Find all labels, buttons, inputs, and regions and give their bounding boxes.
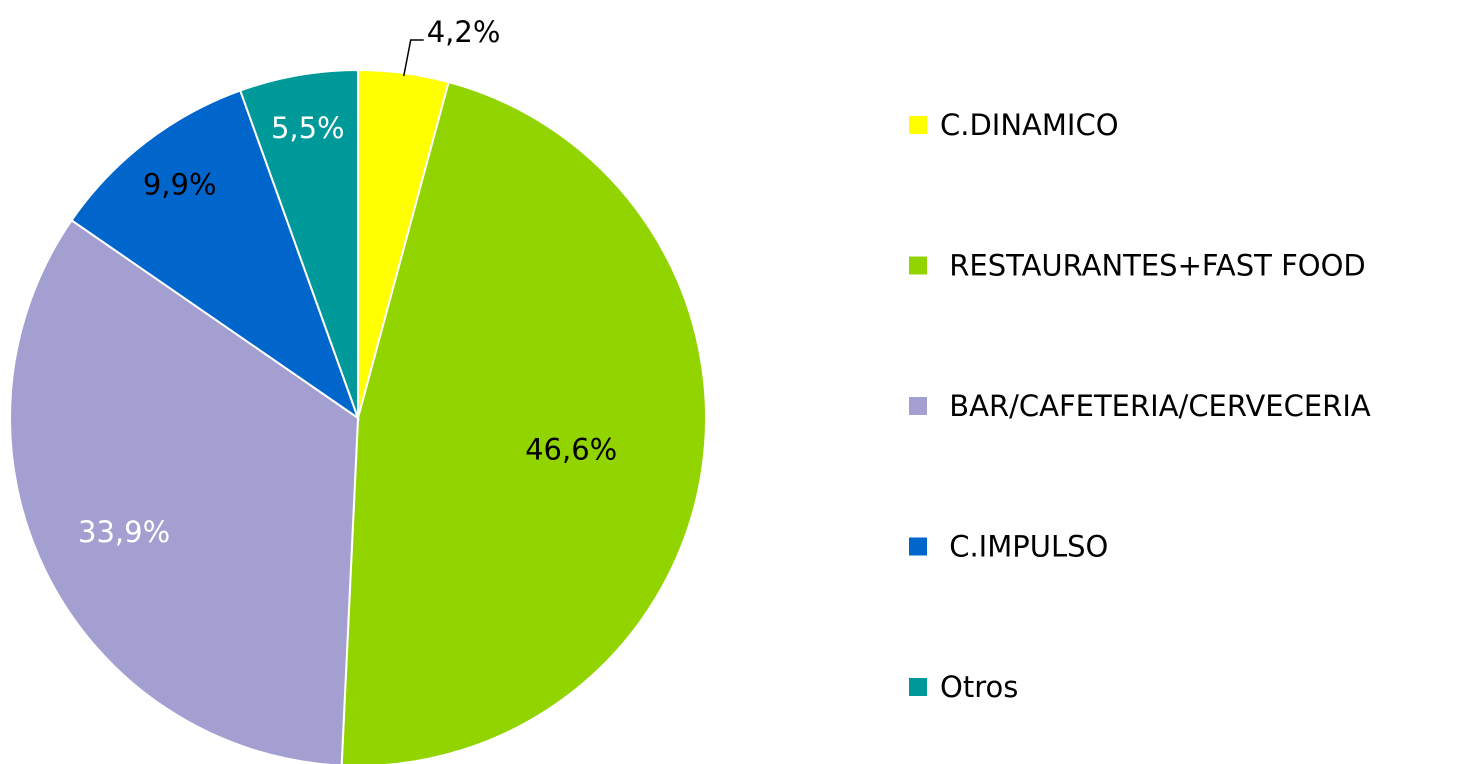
pie-slice [9, 218, 360, 764]
pie-slice [70, 89, 360, 421]
legend-label: RESTAURANTES+FAST FOOD [940, 249, 1366, 283]
legend-swatch [909, 256, 927, 275]
legend-swatch [909, 116, 927, 134]
data-label: 4,2% [427, 15, 501, 49]
data-label: 33,9% [78, 515, 170, 549]
legend-label: BAR/CAFETERIA/CERVECERIA [940, 389, 1371, 423]
legend-swatch [909, 397, 927, 415]
data-label: 9,9% [143, 167, 217, 201]
pie-slice [340, 80, 707, 764]
legend-swatch [909, 678, 927, 696]
legend-swatch [909, 537, 927, 556]
data-label: 46,6% [525, 432, 617, 466]
legend-label: Otros [940, 670, 1018, 704]
pie-slice [238, 68, 359, 419]
legend-label: C.IMPULSO [940, 530, 1108, 564]
data-label: 5,5% [271, 111, 345, 145]
legend-label: C.DINAMICO [940, 108, 1119, 142]
leader-line [403, 39, 424, 77]
